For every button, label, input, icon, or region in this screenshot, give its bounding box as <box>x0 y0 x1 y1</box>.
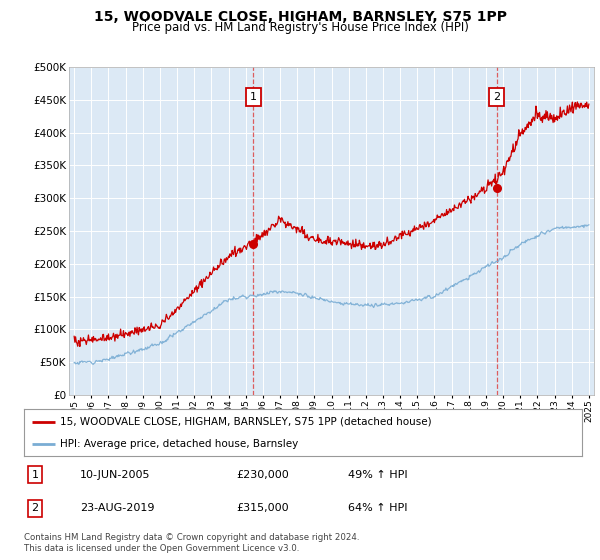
Text: 2: 2 <box>32 503 39 513</box>
Text: £315,000: £315,000 <box>236 503 289 513</box>
Text: HPI: Average price, detached house, Barnsley: HPI: Average price, detached house, Barn… <box>60 438 299 449</box>
Text: 1: 1 <box>250 92 257 102</box>
Text: 64% ↑ HPI: 64% ↑ HPI <box>347 503 407 513</box>
Text: 49% ↑ HPI: 49% ↑ HPI <box>347 470 407 479</box>
Text: 15, WOODVALE CLOSE, HIGHAM, BARNSLEY, S75 1PP (detached house): 15, WOODVALE CLOSE, HIGHAM, BARNSLEY, S7… <box>60 417 432 427</box>
Text: 15, WOODVALE CLOSE, HIGHAM, BARNSLEY, S75 1PP: 15, WOODVALE CLOSE, HIGHAM, BARNSLEY, S7… <box>94 10 506 24</box>
Text: Contains HM Land Registry data © Crown copyright and database right 2024.
This d: Contains HM Land Registry data © Crown c… <box>24 533 359 553</box>
Text: 2: 2 <box>493 92 500 102</box>
Text: 10-JUN-2005: 10-JUN-2005 <box>80 470 151 479</box>
Text: 23-AUG-2019: 23-AUG-2019 <box>80 503 154 513</box>
Text: £230,000: £230,000 <box>236 470 289 479</box>
Text: 1: 1 <box>32 470 38 479</box>
Text: Price paid vs. HM Land Registry's House Price Index (HPI): Price paid vs. HM Land Registry's House … <box>131 21 469 34</box>
